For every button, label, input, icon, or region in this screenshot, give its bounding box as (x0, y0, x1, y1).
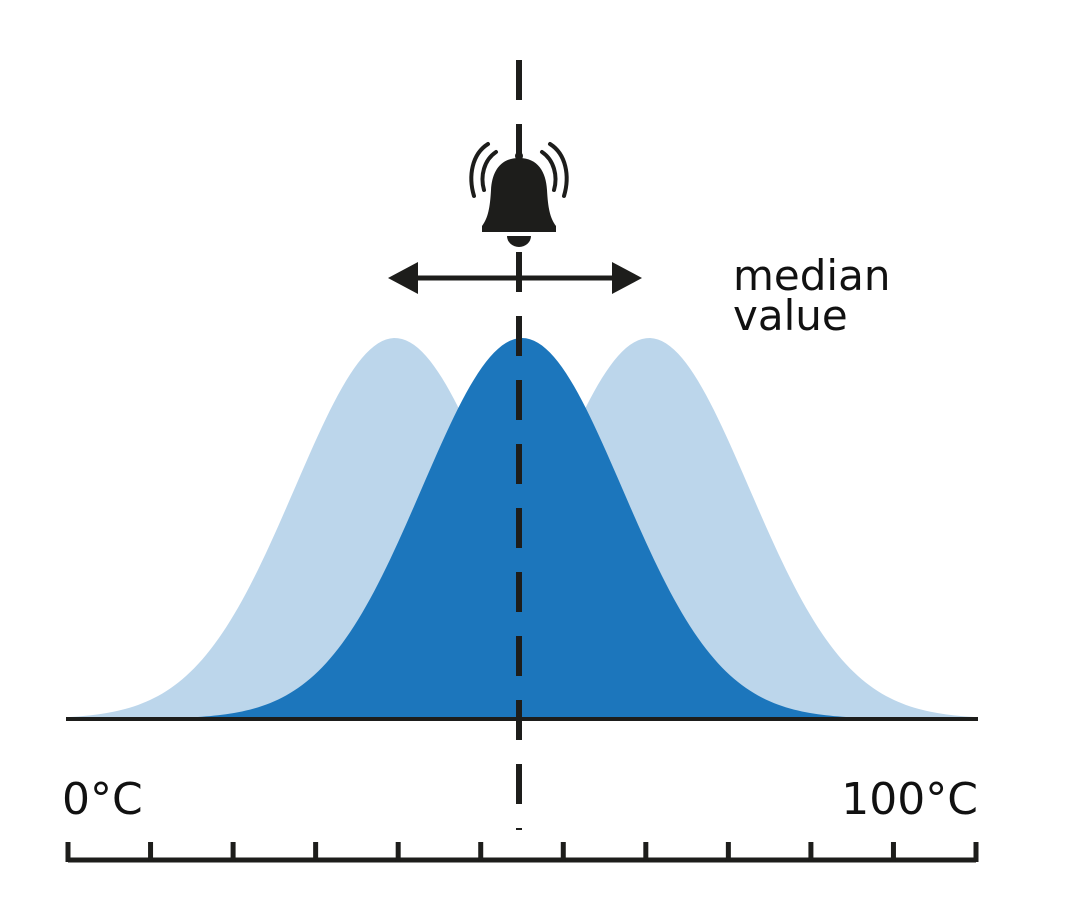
distribution-curve-left (66, 338, 978, 719)
axis-min-label: 0°C (62, 774, 143, 825)
distribution-curve-right (66, 338, 978, 719)
double-headed-arrow-icon (388, 262, 642, 294)
annotation-line-1: median (733, 251, 890, 300)
temperature-scale (65, 842, 979, 863)
axis-max-label: 100°C (841, 774, 978, 825)
annotation-line-2: value (733, 291, 848, 340)
bell-ringing-icon (469, 142, 569, 247)
